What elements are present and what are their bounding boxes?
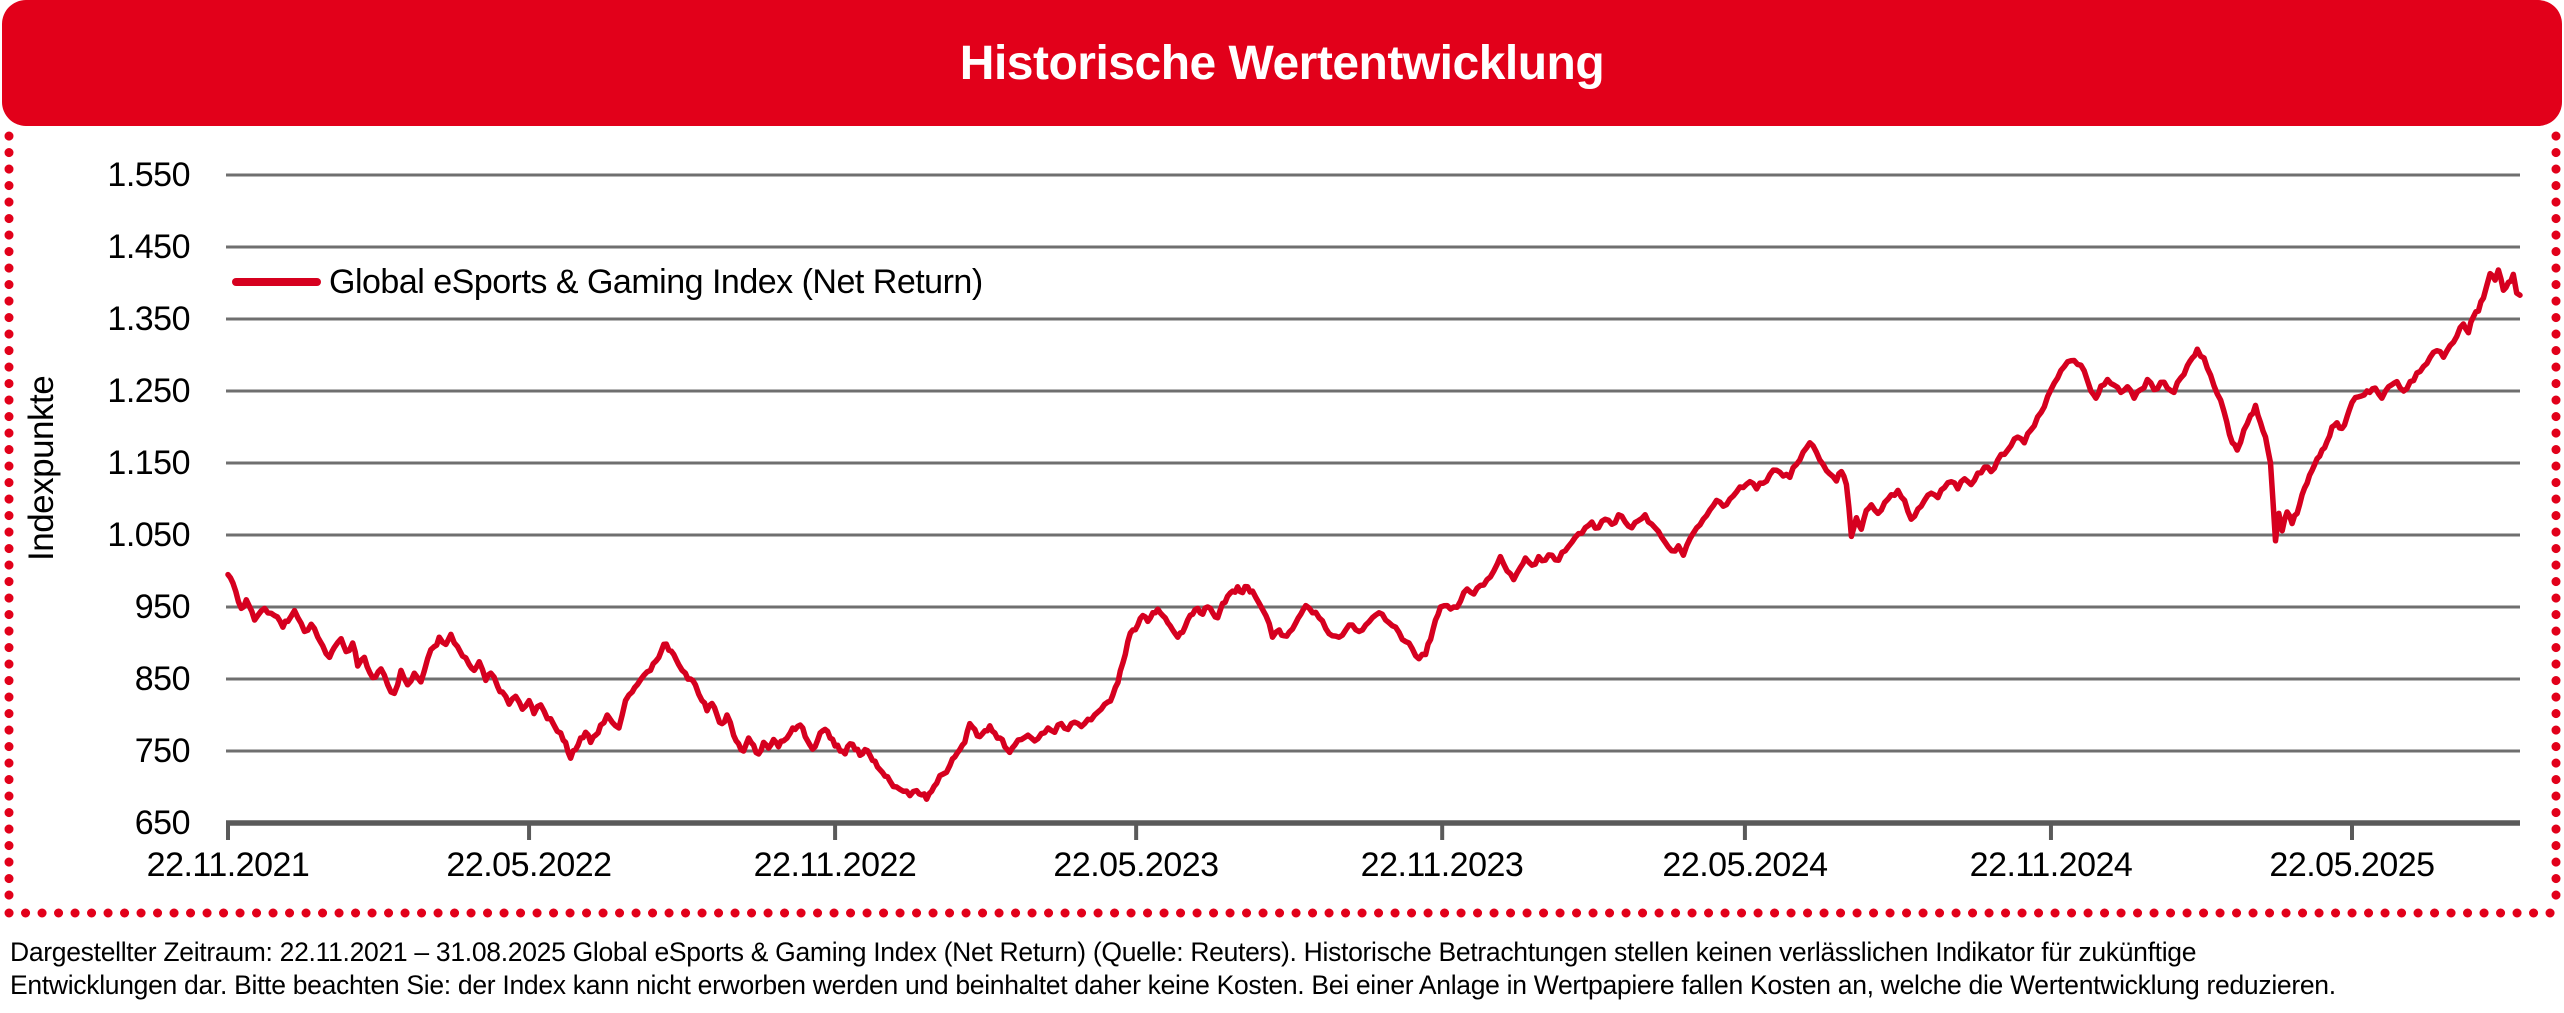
y-axis-tick-label: 1.150 (107, 444, 190, 482)
x-axis-tick-label: 22.05.2022 (446, 846, 612, 884)
disclaimer-line-2: Entwicklungen dar. Bitte beachten Sie: d… (10, 970, 2336, 1000)
x-axis-tick-label: 22.11.2021 (146, 846, 310, 884)
y-axis-tick-label: 1.350 (107, 300, 190, 338)
y-axis-tick-label: 850 (134, 660, 191, 698)
y-axis-tick-label: 1.250 (107, 372, 190, 410)
y-axis-tick-label: 750 (134, 732, 191, 770)
chart-header-bar: Historische Wertentwicklung (2, 0, 2562, 126)
y-axis-tick-label: 1.450 (107, 228, 190, 266)
disclaimer-line-1: Dargestellter Zeitraum: 22.11.2021 – 31.… (10, 937, 2197, 967)
legend-label: Global eSports & Gaming Index (Net Retur… (329, 263, 983, 301)
x-axis-tick-label: 22.05.2023 (1053, 846, 1219, 884)
chart-title: Historische Wertentwicklung (959, 36, 1605, 90)
y-axis-tick-label: 1.050 (107, 516, 190, 554)
disclaimer-text: Dargestellter Zeitraum: 22.11.2021 – 31.… (10, 936, 2560, 1002)
x-axis-tick-label: 22.11.2023 (1360, 846, 1524, 884)
y-axis-tick-label: 1.550 (107, 156, 190, 194)
x-axis-tick-label: 22.05.2024 (1662, 846, 1828, 884)
y-axis-tick-label: 650 (134, 804, 191, 842)
y-axis-tick-label: 950 (134, 588, 191, 626)
x-axis-tick-label: 22.05.2025 (2269, 846, 2435, 884)
x-axis-tick-label: 22.11.2022 (753, 846, 917, 884)
x-axis-tick-label: 22.11.2024 (1969, 846, 2133, 884)
legend-line-swatch (232, 278, 321, 286)
